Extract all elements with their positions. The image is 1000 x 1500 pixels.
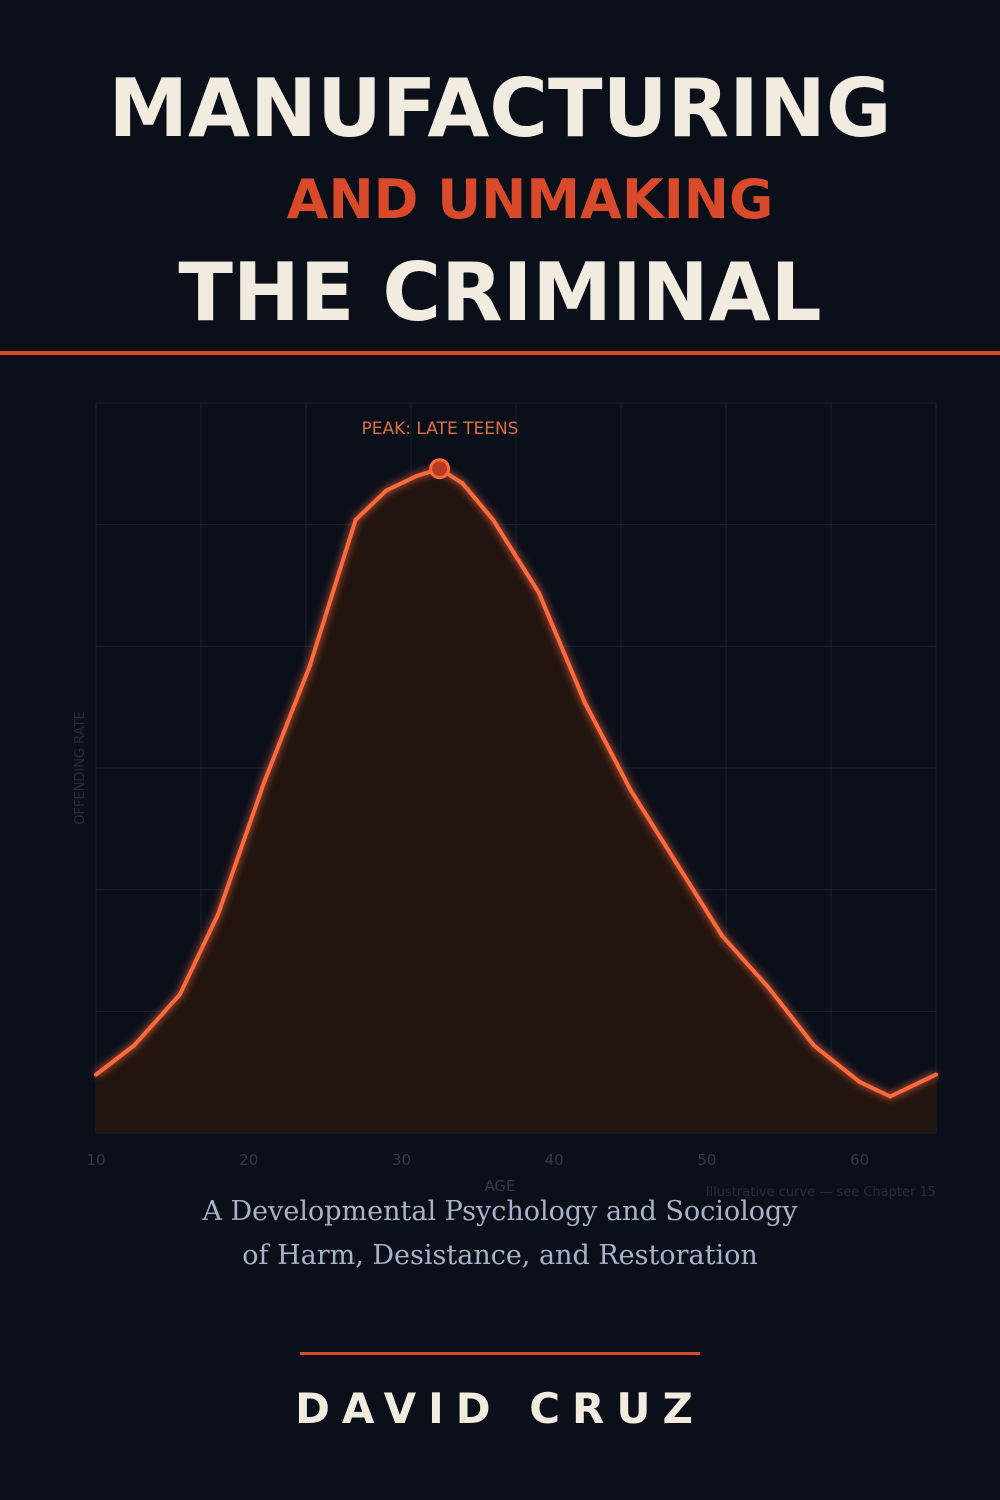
data-point [536, 590, 541, 595]
author-name: DAVID CRUZ [295, 1384, 705, 1433]
data-point [628, 787, 633, 792]
x-tick-label: 10 [86, 1151, 105, 1169]
data-point [460, 481, 465, 486]
data-points [94, 466, 938, 1099]
x-tick-label: 40 [545, 1151, 564, 1169]
data-point [178, 992, 182, 997]
data-point [934, 1072, 938, 1077]
data-point [491, 517, 496, 522]
author-divider [300, 1352, 700, 1355]
x-tick-labels: 10 20 30 40 50 60 [86, 1151, 869, 1169]
chart-note: Illustrative curve — see Chapter 15 [706, 1185, 936, 1200]
data-point [674, 860, 679, 865]
y-axis-label: OFFENDING RATE [73, 711, 88, 824]
curve-line [94, 466, 937, 1099]
data-point [262, 780, 266, 785]
title-line-2: AND UNMAKING [286, 168, 774, 231]
title-divider [0, 351, 1000, 355]
data-point [414, 474, 419, 478]
data-point [888, 1094, 893, 1099]
data-point [811, 1043, 816, 1048]
data-point [857, 1079, 862, 1084]
data-point [384, 488, 389, 493]
data-point [307, 663, 312, 668]
area-fill [96, 468, 936, 1133]
data-point [353, 517, 358, 522]
data-point [766, 985, 770, 989]
x-axis-label: AGE [484, 1177, 515, 1195]
data-point [582, 700, 587, 705]
peak-marker [429, 458, 451, 480]
x-tick-label: 50 [697, 1151, 716, 1169]
subtitle-line-2: of Harm, Desistance, and Restoration [242, 1240, 758, 1271]
peak-annotation: PEAK: LATE TEENS [362, 419, 519, 439]
x-tick-label: 60 [850, 1151, 869, 1169]
subtitle-line-1: A Developmental Psychology and Sociology [202, 1196, 798, 1227]
data-point [132, 1043, 137, 1048]
x-tick-label: 30 [392, 1151, 411, 1169]
data-point [216, 912, 221, 916]
data-point [720, 933, 725, 938]
data-point [94, 1072, 98, 1077]
x-tick-label: 20 [239, 1151, 258, 1169]
title-line-3: THE CRIMINAL [178, 246, 822, 339]
title-line-1: MANUFACTURING [108, 62, 892, 155]
